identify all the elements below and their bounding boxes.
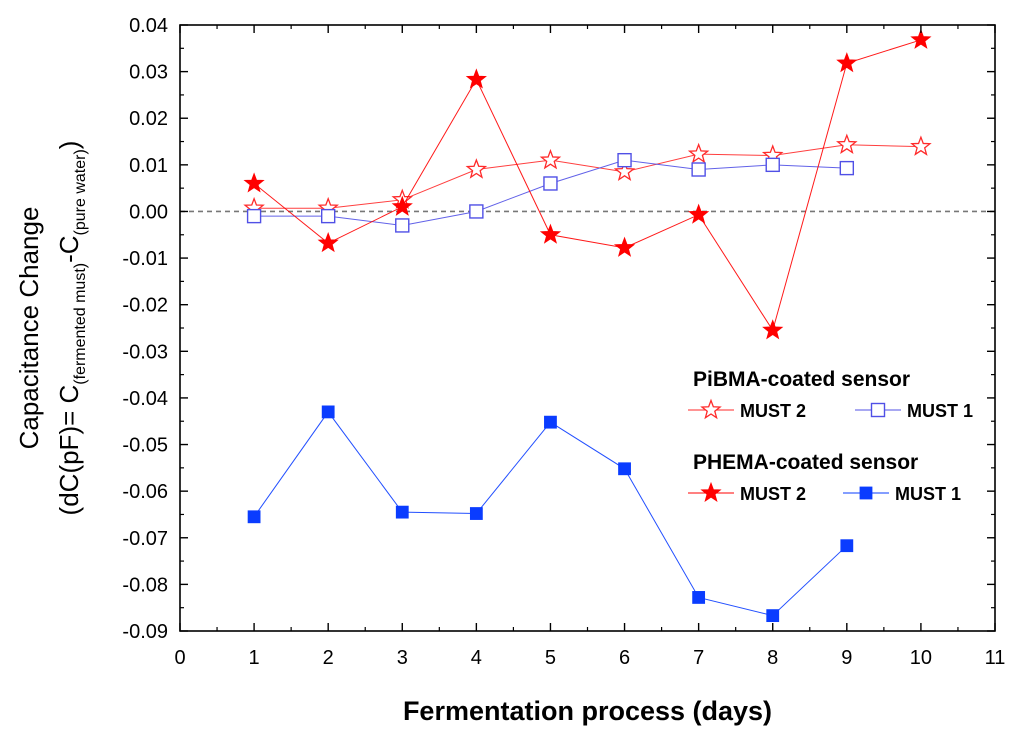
data-point-pibma-must2: [613, 160, 636, 182]
y-tick-label: -0.01: [122, 248, 168, 270]
data-point-phema-must2: [613, 236, 636, 257]
ticks-layer: 0 1 2 3 4 5 6 7 8 9 10 11 0.04 0.03 0.02 0.01 0.00 -0.01 -…: [122, 15, 1005, 669]
legend-marker: [870, 402, 886, 418]
x-tick-label: 8: [767, 647, 778, 669]
data-point-phema-must1: [840, 539, 854, 553]
data-point-pibma-must2: [836, 133, 858, 154]
y-axis-title-prefix: (dC(pF)= C: [54, 385, 84, 516]
x-tick-label: 5: [545, 647, 556, 669]
data-point-phema-must1: [395, 505, 409, 519]
data-point-pibma-must1: [395, 218, 410, 233]
y-axis-title-line1: Capacitance Change: [14, 207, 44, 450]
legend-entry-pibma-must2: [688, 398, 734, 420]
x-tick-label: 3: [397, 647, 408, 669]
x-tick-label: 2: [323, 647, 334, 669]
y-tick-label: -0.05: [122, 435, 168, 457]
data-point-pibma-must1: [320, 208, 336, 224]
data-point-pibma-must1: [617, 152, 632, 168]
legend-label-phema-must2: MUST 2: [740, 484, 806, 504]
data-point-pibma-must1: [469, 204, 484, 219]
legend-entry-phema-must1: [843, 486, 889, 500]
data-point-phema-must2: [762, 319, 784, 340]
data-point-pibma-must2: [687, 142, 710, 164]
y-tick-label: -0.02: [122, 295, 168, 317]
legend-marker: [859, 486, 873, 500]
x-tick-label: 6: [619, 647, 630, 669]
data-point-phema-must2: [243, 172, 265, 193]
y-tick-label: -0.08: [122, 574, 168, 596]
x-tick-label: 10: [910, 647, 932, 669]
legend-marker: [700, 481, 722, 503]
series-pibma-must1: [246, 152, 855, 233]
y-axis-title-subscript-2: (pure water): [72, 149, 89, 235]
y-tick-label: 0.04: [129, 15, 168, 37]
data-point-phema-must2: [910, 28, 932, 49]
y-tick-label: -0.07: [122, 528, 168, 550]
x-tick-label: 11: [985, 647, 1006, 669]
y-tick-label: 0.02: [129, 108, 168, 130]
series-line-phema-must2: [253, 39, 922, 332]
x-tick-label: 4: [471, 647, 482, 669]
y-axis-title-line2: (dC(pF)= C(fermented must)-C(pure water)…: [54, 141, 89, 516]
y-axis-title-mid: -C: [54, 235, 84, 262]
data-point-pibma-must1: [246, 208, 262, 224]
x-tick-label: 1: [249, 647, 260, 669]
plot-frame: [179, 24, 996, 632]
data-point-pibma-must1: [839, 160, 855, 176]
y-axis-title-subscript-1: (fermented must): [72, 263, 89, 385]
data-point-pibma-must1: [543, 176, 558, 191]
legend-label-phema-must1: MUST 1: [895, 484, 961, 504]
legend-title-pibma: PiBMA-coated sensor: [693, 368, 910, 391]
series-line-pibma-must1: [254, 159, 847, 226]
y-axis-title-suffix: ): [54, 141, 84, 150]
data-point-phema-must2: [317, 232, 339, 253]
legend-title-phema: PHEMA-coated sensor: [693, 451, 918, 474]
data-point-phema-must1: [766, 609, 780, 623]
data-point-pibma-must2: [910, 135, 932, 156]
series-layer: [243, 28, 932, 623]
data-point-phema-must2: [539, 223, 562, 244]
series-line-phema-must1: [253, 411, 848, 617]
legend-marker: [700, 398, 722, 420]
data-point-phema-must1: [544, 415, 557, 429]
data-point-pibma-must2: [539, 148, 562, 170]
series-pibma-must2: [243, 133, 932, 218]
data-point-phema-must2: [465, 68, 487, 89]
data-point-pibma-must2: [465, 158, 488, 179]
y-tick-label: -0.09: [122, 621, 168, 643]
data-point-phema-must2: [688, 203, 710, 224]
data-point-pibma-must1: [691, 162, 706, 177]
x-tick-label: 7: [693, 647, 704, 669]
y-tick-label: -0.03: [122, 341, 168, 363]
x-tick-label: 0: [174, 647, 185, 669]
legend-label-pibma-must1: MUST 1: [907, 401, 973, 421]
y-tick-label: -0.04: [122, 388, 168, 410]
legend: PiBMA-coated sensor MUST 2 MUST 1 PHEMA-…: [688, 368, 973, 504]
data-point-phema-must1: [618, 462, 631, 476]
legend-entry-pibma-must1: [855, 402, 901, 418]
series-phema-must1: [247, 405, 854, 623]
data-point-phema-must2: [836, 52, 858, 73]
y-tick-label: -0.06: [122, 481, 168, 503]
y-tick-label: 0.03: [129, 62, 168, 84]
legend-entry-phema-must2: [688, 481, 734, 503]
series-phema-must2: [243, 28, 932, 340]
y-tick-label: 0.01: [129, 155, 168, 177]
data-point-phema-must1: [469, 507, 483, 520]
x-axis-title: Fermentation process (days): [403, 696, 772, 726]
data-point-phema-must1: [321, 405, 335, 419]
data-point-phema-must2: [391, 195, 413, 216]
series-line-pibma-must2: [254, 144, 921, 209]
data-point-phema-must1: [692, 591, 706, 604]
y-tick-label: 0.00: [129, 201, 168, 223]
data-point-pibma-must1: [765, 157, 780, 173]
x-tick-label: 9: [841, 647, 852, 669]
data-point-phema-must1: [247, 510, 261, 524]
legend-label-pibma-must2: MUST 2: [740, 401, 806, 421]
